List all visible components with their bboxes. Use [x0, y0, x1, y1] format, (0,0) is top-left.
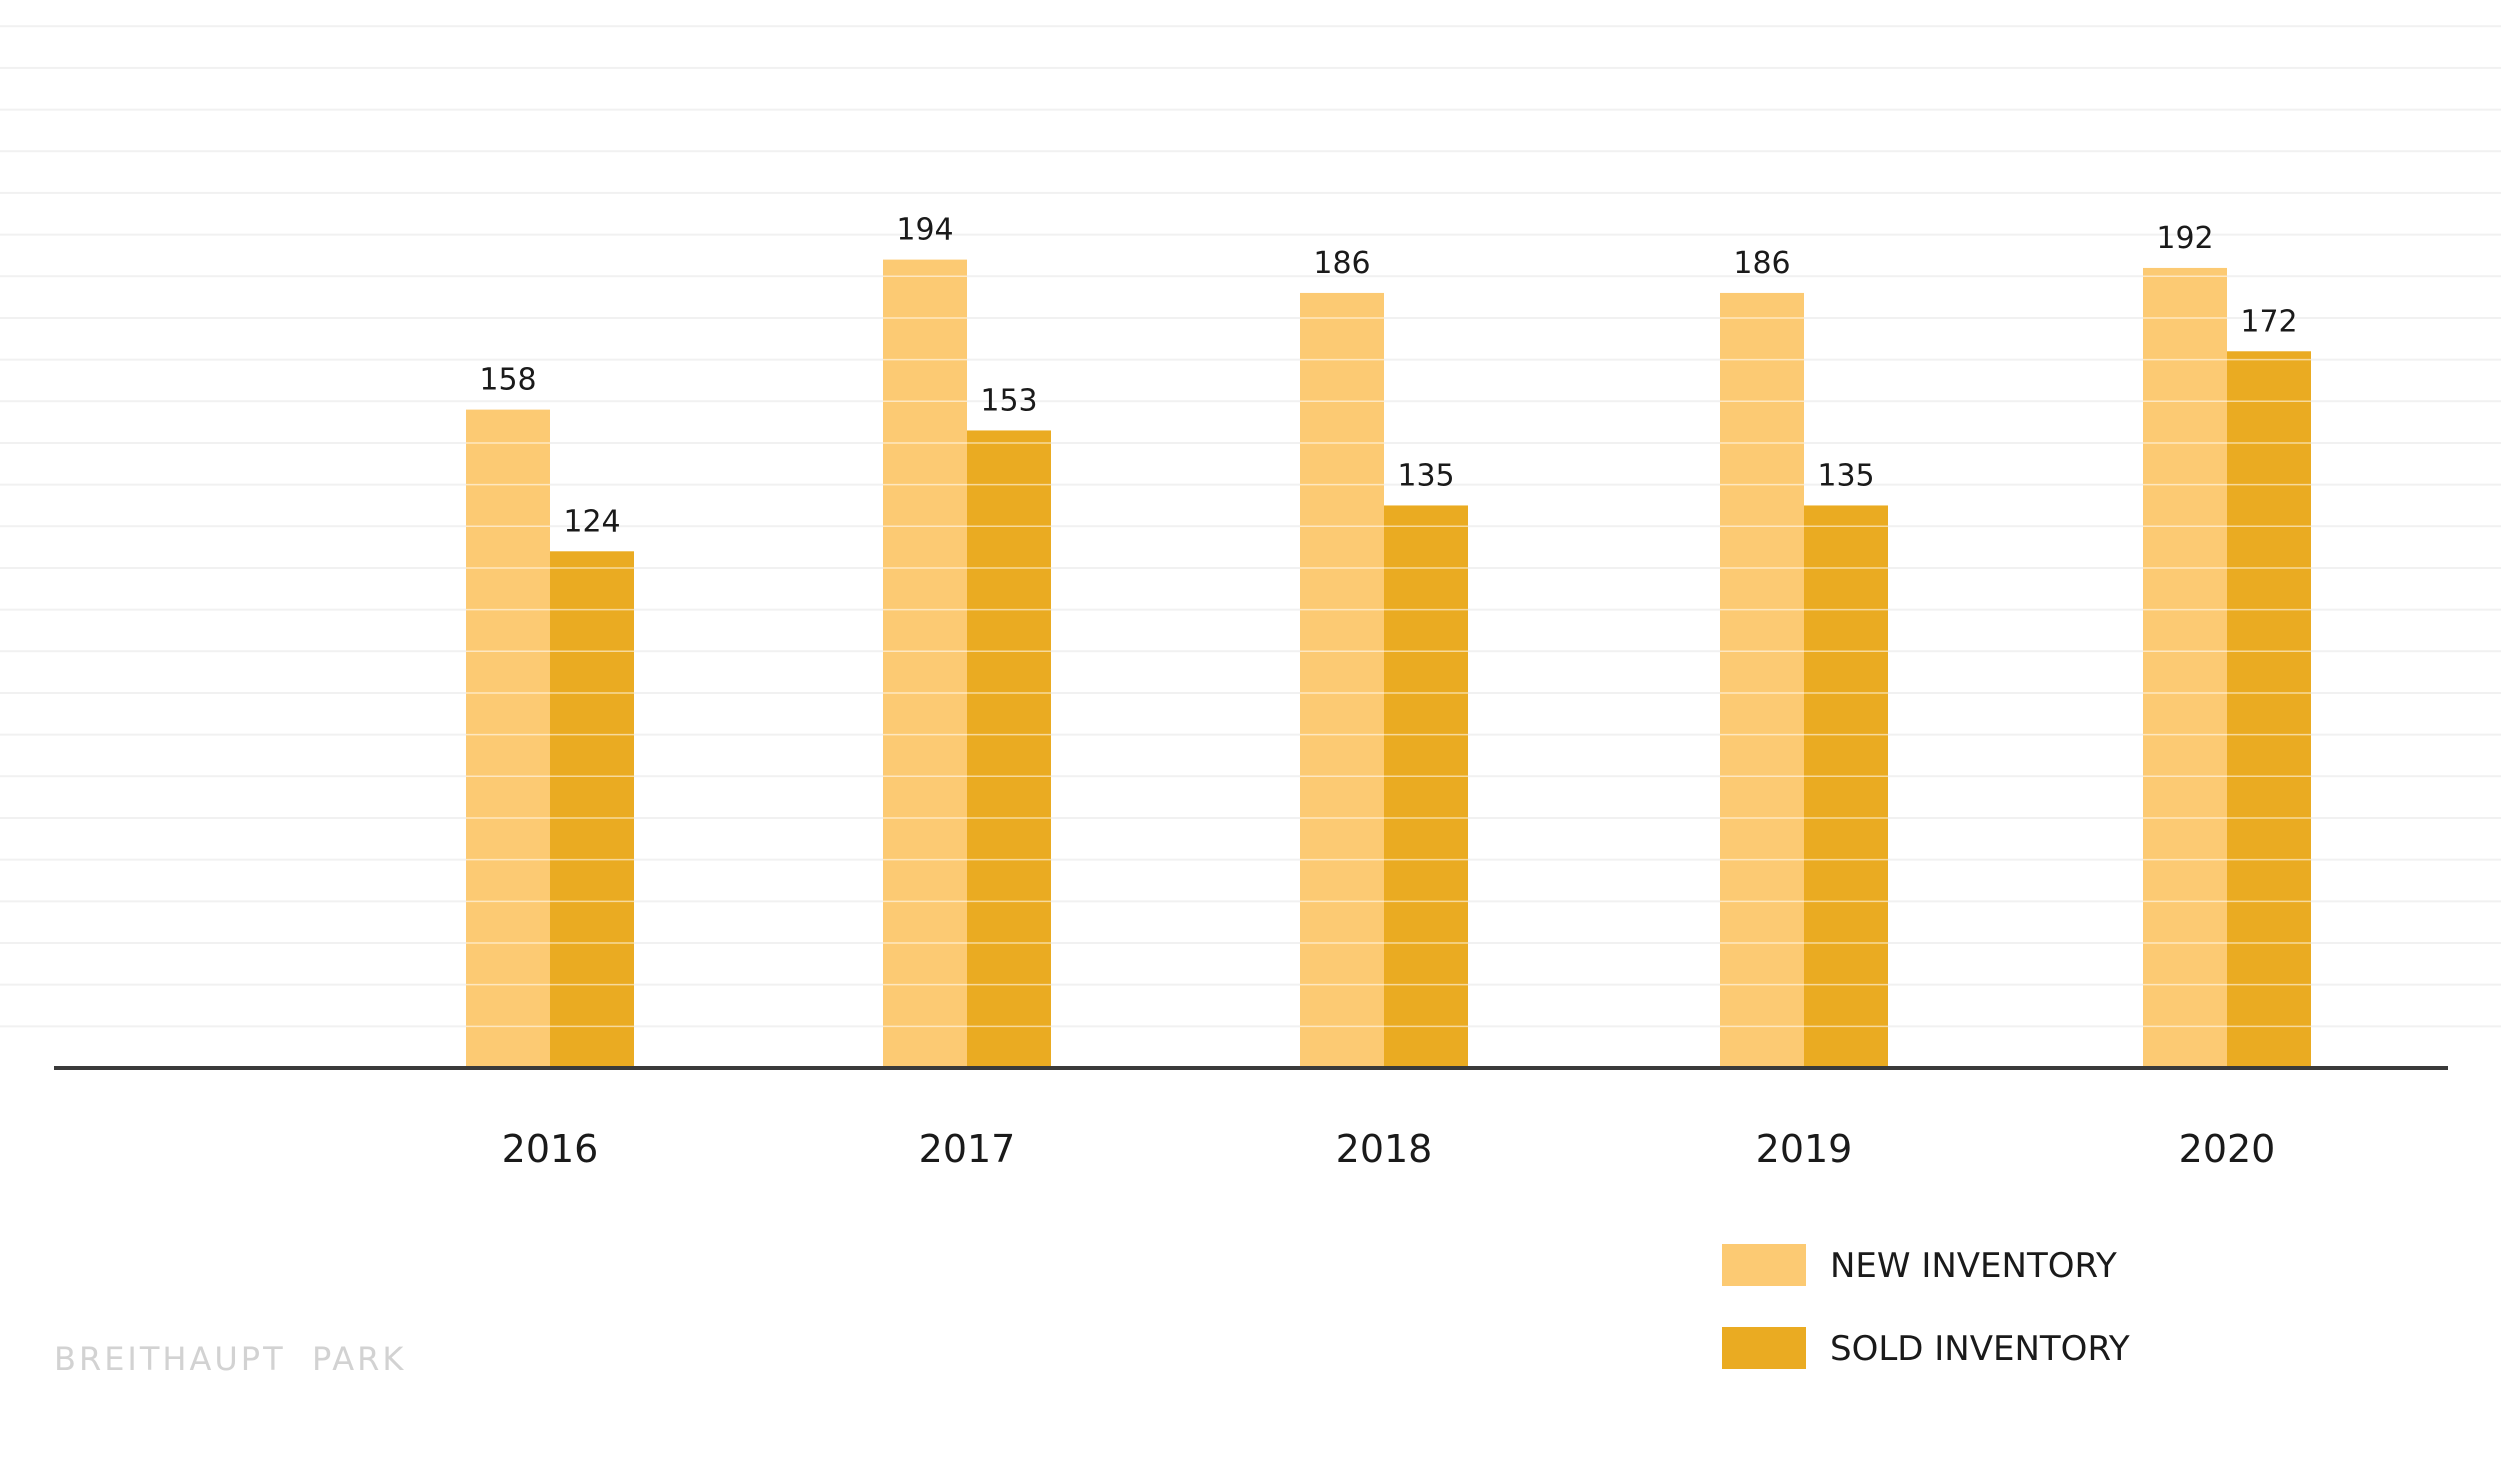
- x-tick-label-2018: 2018: [1336, 1127, 1433, 1171]
- data-label-sold-inventory-2016: 124: [563, 504, 620, 539]
- x-tick-label-2017: 2017: [919, 1127, 1016, 1171]
- bar-sold-inventory-2020: [2227, 351, 2311, 1068]
- legend-label-sold-inventory: SOLD INVENTORY: [1830, 1329, 2130, 1369]
- bar-new-inventory-2020: [2143, 267, 2227, 1068]
- data-label-sold-inventory-2019: 135: [1817, 458, 1874, 493]
- bar-new-inventory-2017: [883, 259, 967, 1068]
- x-tick-label-2016: 2016: [502, 1127, 599, 1171]
- data-label-sold-inventory-2018: 135: [1397, 458, 1454, 493]
- data-label-new-inventory-2016: 158: [479, 363, 536, 398]
- watermark-logo-text: BREITHAUPT PARK: [54, 1340, 406, 1378]
- data-label-new-inventory-2019: 186: [1733, 246, 1790, 281]
- bar-sold-inventory-2017: [967, 430, 1051, 1069]
- bar-new-inventory-2016: [466, 409, 550, 1068]
- bar-sold-inventory-2019: [1804, 505, 1888, 1069]
- data-labels: 158 124 194 153 186 135 186 135 192 172: [479, 213, 2297, 540]
- x-tick-label-2019: 2019: [1756, 1127, 1853, 1171]
- data-label-new-inventory-2020: 192: [2156, 221, 2213, 256]
- bar-new-inventory-2019: [1720, 292, 1804, 1068]
- data-label-new-inventory-2018: 186: [1313, 246, 1370, 281]
- gridlines: [0, 25, 2501, 1028]
- x-tick-label-2020: 2020: [2179, 1127, 2276, 1171]
- bar-sold-inventory-2018: [1384, 505, 1468, 1069]
- bar-new-inventory-2018: [1300, 292, 1384, 1068]
- bar-bands: [466, 275, 2311, 1028]
- legend: NEW INVENTORY SOLD INVENTORY: [1722, 1244, 2130, 1369]
- data-label-new-inventory-2017: 194: [896, 213, 953, 248]
- legend-swatch-new-inventory: [1722, 1244, 1806, 1286]
- data-label-sold-inventory-2020: 172: [2240, 304, 2297, 339]
- data-label-sold-inventory-2017: 153: [980, 383, 1037, 418]
- legend-label-new-inventory: NEW INVENTORY: [1830, 1246, 2117, 1286]
- bar-sold-inventory-2016: [550, 551, 634, 1068]
- x-tick-labels: 2016 2017 2018 2019 2020: [502, 1127, 2276, 1171]
- legend-swatch-sold-inventory: [1722, 1327, 1806, 1369]
- bars: [466, 259, 2311, 1069]
